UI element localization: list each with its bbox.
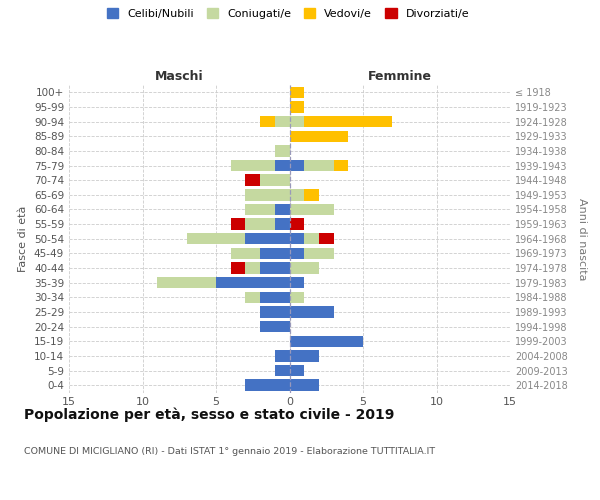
Bar [290, 130, 348, 142]
Text: Popolazione per età, sesso e stato civile - 2019: Popolazione per età, sesso e stato civil… [24, 408, 394, 422]
Bar [304, 248, 334, 259]
Bar [304, 116, 392, 128]
Bar [290, 102, 304, 112]
Bar [245, 233, 290, 244]
Bar [260, 116, 275, 128]
Bar [245, 218, 275, 230]
Bar [275, 218, 290, 230]
Text: Femmine: Femmine [368, 70, 432, 82]
Bar [187, 233, 245, 244]
Bar [275, 145, 290, 156]
Bar [290, 277, 304, 288]
Bar [245, 380, 290, 391]
Text: COMUNE DI MICIGLIANO (RI) - Dati ISTAT 1° gennaio 2019 - Elaborazione TUTTITALIA: COMUNE DI MICIGLIANO (RI) - Dati ISTAT 1… [24, 448, 435, 456]
Bar [260, 262, 290, 274]
Bar [260, 306, 290, 318]
Bar [260, 174, 290, 186]
Bar [245, 262, 260, 274]
Bar [245, 204, 275, 215]
Bar [290, 116, 304, 128]
Bar [290, 380, 319, 391]
Bar [231, 218, 245, 230]
Bar [231, 262, 245, 274]
Bar [290, 350, 319, 362]
Bar [334, 160, 348, 171]
Y-axis label: Anni di nascita: Anni di nascita [577, 198, 587, 280]
Bar [290, 248, 304, 259]
Bar [290, 86, 304, 98]
Bar [290, 365, 304, 376]
Bar [304, 189, 319, 200]
Bar [290, 292, 304, 303]
Bar [157, 277, 216, 288]
Bar [245, 292, 260, 303]
Bar [290, 336, 363, 347]
Bar [260, 248, 290, 259]
Text: Maschi: Maschi [155, 70, 203, 82]
Bar [290, 262, 319, 274]
Bar [275, 365, 290, 376]
Bar [260, 321, 290, 332]
Bar [304, 233, 319, 244]
Bar [290, 233, 304, 244]
Bar [260, 292, 290, 303]
Bar [290, 160, 304, 171]
Bar [319, 233, 334, 244]
Legend: Celibi/Nubili, Coniugati/e, Vedovi/e, Divorziati/e: Celibi/Nubili, Coniugati/e, Vedovi/e, Di… [107, 8, 469, 19]
Bar [231, 248, 260, 259]
Bar [275, 160, 290, 171]
Bar [290, 306, 334, 318]
Y-axis label: Fasce di età: Fasce di età [19, 206, 28, 272]
Bar [216, 277, 290, 288]
Bar [275, 350, 290, 362]
Bar [245, 174, 260, 186]
Bar [304, 160, 334, 171]
Bar [275, 116, 290, 128]
Bar [275, 204, 290, 215]
Bar [290, 204, 334, 215]
Bar [245, 189, 290, 200]
Bar [290, 189, 304, 200]
Bar [231, 160, 275, 171]
Bar [290, 218, 304, 230]
